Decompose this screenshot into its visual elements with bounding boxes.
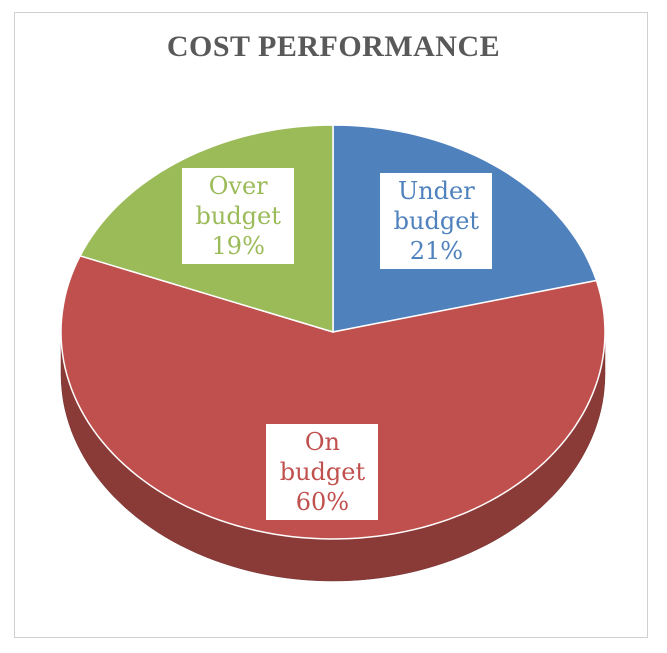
category-label: Under budget: [393, 176, 480, 235]
data-label: On budget 60%: [266, 424, 379, 521]
value-label: 60%: [295, 488, 350, 517]
data-label: Under budget 21%: [380, 172, 493, 269]
chart-border: [14, 12, 648, 638]
value-label: 21%: [409, 236, 464, 265]
category-label: Over budget: [195, 171, 281, 230]
chart-title: COST PERFORMANCE: [166, 30, 501, 63]
value-label: 19%: [211, 231, 265, 260]
category-label: On budget: [279, 428, 366, 487]
data-label: Over budget 19%: [182, 167, 295, 264]
slice: [60, 254, 606, 540]
